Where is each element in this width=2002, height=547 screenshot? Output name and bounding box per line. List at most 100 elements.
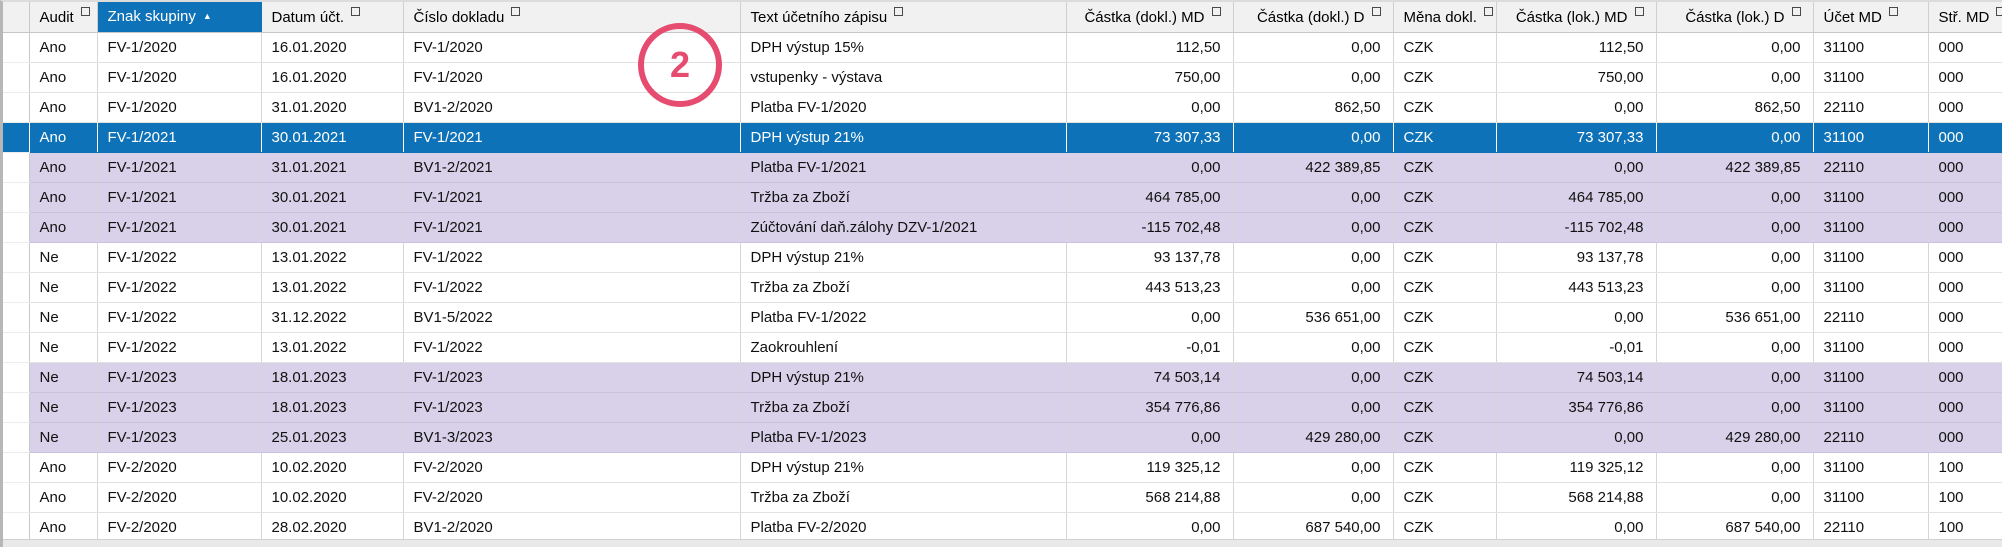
cell-lok_d[interactable]: 862,50 xyxy=(1656,92,1814,123)
cell-lok_md[interactable]: 112,50 xyxy=(1496,32,1657,63)
cell-cislo[interactable]: FV-1/2022 xyxy=(403,272,741,303)
cell-mena[interactable]: CZK xyxy=(1393,32,1497,63)
cell-lok_d[interactable]: 687 540,00 xyxy=(1656,512,1814,543)
cell-cislo[interactable]: FV-1/2021 xyxy=(403,212,741,243)
cell-cislo[interactable]: FV-1/2022 xyxy=(403,332,741,363)
cell-znak[interactable]: FV-1/2023 xyxy=(97,392,262,423)
cell-datum[interactable]: 10.02.2020 xyxy=(261,482,404,513)
cell-lok_d[interactable]: 0,00 xyxy=(1656,452,1814,483)
cell-mena[interactable]: CZK xyxy=(1393,452,1497,483)
cell-text[interactable]: Tržba za Zboží xyxy=(740,482,1067,513)
cell-datum[interactable]: 13.01.2022 xyxy=(261,242,404,273)
cell-dokl_md[interactable]: 0,00 xyxy=(1066,512,1234,543)
cell-lok_d[interactable]: 422 389,85 xyxy=(1656,152,1814,183)
table-row[interactable]: Ne FV-1/2023 25.01.2023 BV1-3/2023 Platba FV… xyxy=(3,422,2002,453)
cell-lok_d[interactable]: 429 280,00 xyxy=(1656,422,1814,453)
cell-str_md[interactable]: 000 xyxy=(1928,152,2002,183)
cell-datum[interactable]: 13.01.2022 xyxy=(261,272,404,303)
cell-dokl_d[interactable]: 0,00 xyxy=(1233,122,1394,153)
column-header-dokl_md[interactable]: Částka (dokl.) MD xyxy=(1066,2,1234,33)
cell-datum[interactable]: 30.01.2021 xyxy=(261,212,404,243)
cell-dokl_d[interactable]: 422 389,85 xyxy=(1233,152,1394,183)
cell-dokl_d[interactable]: 687 540,00 xyxy=(1233,512,1394,543)
cell-lok_d[interactable]: 0,00 xyxy=(1656,272,1814,303)
cell-ucet_md[interactable]: 31100 xyxy=(1813,62,1929,93)
table-row[interactable]: Ano FV-2/2020 28.02.2020 BV1-2/2020 Platba F… xyxy=(3,512,2002,543)
cell-str_md[interactable]: 100 xyxy=(1928,452,2002,483)
cell-audit[interactable]: Ano xyxy=(29,212,98,243)
cell-text[interactable]: DPH výstup 21% xyxy=(740,122,1067,153)
cell-text[interactable]: Platba FV-1/2020 xyxy=(740,92,1067,123)
cell-str_md[interactable]: 000 xyxy=(1928,62,2002,93)
cell-str_md[interactable]: 000 xyxy=(1928,122,2002,153)
cell-text[interactable]: Platba FV-2/2020 xyxy=(740,512,1067,543)
cell-znak[interactable]: FV-1/2021 xyxy=(97,152,262,183)
cell-lok_d[interactable]: 0,00 xyxy=(1656,62,1814,93)
table-row[interactable]: Ne FV-1/2022 13.01.2022 FV-1/2022 Tržba za Z… xyxy=(3,272,2002,303)
cell-lok_md[interactable]: 93 137,78 xyxy=(1496,242,1657,273)
column-header-str_md[interactable]: Stř. MD xyxy=(1928,2,2002,33)
cell-text[interactable]: Tržba za Zboží xyxy=(740,272,1067,303)
cell-str_md[interactable]: 000 xyxy=(1928,212,2002,243)
cell-text[interactable]: Platba FV-1/2021 xyxy=(740,152,1067,183)
cell-dokl_md[interactable]: 464 785,00 xyxy=(1066,182,1234,213)
row-selector[interactable] xyxy=(3,152,30,183)
cell-dokl_d[interactable]: 0,00 xyxy=(1233,62,1394,93)
cell-lok_md[interactable]: 73 307,33 xyxy=(1496,122,1657,153)
cell-cislo[interactable]: FV-2/2020 xyxy=(403,482,741,513)
table-row-selected[interactable]: Ano FV-1/2021 30.01.2021 FV-1/2021 DPH výstu… xyxy=(3,122,2002,153)
table-row[interactable]: Ano FV-1/2020 16.01.2020 FV-1/2020 vstupenky… xyxy=(3,62,2002,93)
cell-lok_d[interactable]: 0,00 xyxy=(1656,332,1814,363)
cell-text[interactable]: Zúčtování daň.zálohy DZV-1/2021 xyxy=(740,212,1067,243)
row-selector[interactable] xyxy=(3,332,30,363)
filter-icon[interactable] xyxy=(1211,7,1221,17)
cell-datum[interactable]: 30.01.2021 xyxy=(261,182,404,213)
cell-dokl_md[interactable]: 568 214,88 xyxy=(1066,482,1234,513)
cell-dokl_md[interactable]: 0,00 xyxy=(1066,152,1234,183)
column-header-datum[interactable]: Datum účt. xyxy=(261,2,404,33)
cell-dokl_d[interactable]: 536 651,00 xyxy=(1233,302,1394,333)
cell-ucet_md[interactable]: 31100 xyxy=(1813,332,1929,363)
cell-ucet_md[interactable]: 22110 xyxy=(1813,422,1929,453)
filter-icon[interactable] xyxy=(1483,7,1493,17)
cell-audit[interactable]: Ano xyxy=(29,512,98,543)
cell-znak[interactable]: FV-1/2022 xyxy=(97,302,262,333)
cell-audit[interactable]: Ano xyxy=(29,182,98,213)
cell-datum[interactable]: 30.01.2021 xyxy=(261,122,404,153)
cell-audit[interactable]: Ne xyxy=(29,302,98,333)
cell-ucet_md[interactable]: 31100 xyxy=(1813,122,1929,153)
table-row[interactable]: Ano FV-1/2021 30.01.2021 FV-1/2021 Zúčtování… xyxy=(3,212,2002,243)
cell-audit[interactable]: Ne xyxy=(29,332,98,363)
cell-dokl_d[interactable]: 0,00 xyxy=(1233,32,1394,63)
cell-znak[interactable]: FV-1/2020 xyxy=(97,32,262,63)
cell-dokl_d[interactable]: 429 280,00 xyxy=(1233,422,1394,453)
cell-dokl_d[interactable]: 0,00 xyxy=(1233,182,1394,213)
filter-icon[interactable] xyxy=(1371,7,1381,17)
cell-datum[interactable]: 31.01.2020 xyxy=(261,92,404,123)
cell-text[interactable]: Tržba za Zboží xyxy=(740,392,1067,423)
cell-lok_md[interactable]: 74 503,14 xyxy=(1496,362,1657,393)
cell-mena[interactable]: CZK xyxy=(1393,362,1497,393)
cell-znak[interactable]: FV-1/2022 xyxy=(97,272,262,303)
filter-icon[interactable] xyxy=(1791,7,1801,17)
cell-dokl_d[interactable]: 862,50 xyxy=(1233,92,1394,123)
cell-datum[interactable]: 18.01.2023 xyxy=(261,392,404,423)
row-selector[interactable] xyxy=(3,242,30,273)
cell-str_md[interactable]: 000 xyxy=(1928,182,2002,213)
cell-dokl_md[interactable]: 112,50 xyxy=(1066,32,1234,63)
cell-cislo[interactable]: BV1-2/2020 xyxy=(403,512,741,543)
filter-icon[interactable] xyxy=(1888,7,1898,17)
cell-audit[interactable]: Ano xyxy=(29,122,98,153)
table-row[interactable]: Ano FV-2/2020 10.02.2020 FV-2/2020 Tržba za … xyxy=(3,482,2002,513)
cell-str_md[interactable]: 000 xyxy=(1928,302,2002,333)
cell-znak[interactable]: FV-1/2021 xyxy=(97,212,262,243)
cell-audit[interactable]: Ano xyxy=(29,152,98,183)
cell-znak[interactable]: FV-2/2020 xyxy=(97,482,262,513)
cell-znak[interactable]: FV-1/2021 xyxy=(97,122,262,153)
cell-datum[interactable]: 31.01.2021 xyxy=(261,152,404,183)
cell-mena[interactable]: CZK xyxy=(1393,272,1497,303)
cell-ucet_md[interactable]: 22110 xyxy=(1813,302,1929,333)
cell-str_md[interactable]: 000 xyxy=(1928,392,2002,423)
cell-znak[interactable]: FV-1/2023 xyxy=(97,422,262,453)
cell-lok_md[interactable]: 354 776,86 xyxy=(1496,392,1657,423)
